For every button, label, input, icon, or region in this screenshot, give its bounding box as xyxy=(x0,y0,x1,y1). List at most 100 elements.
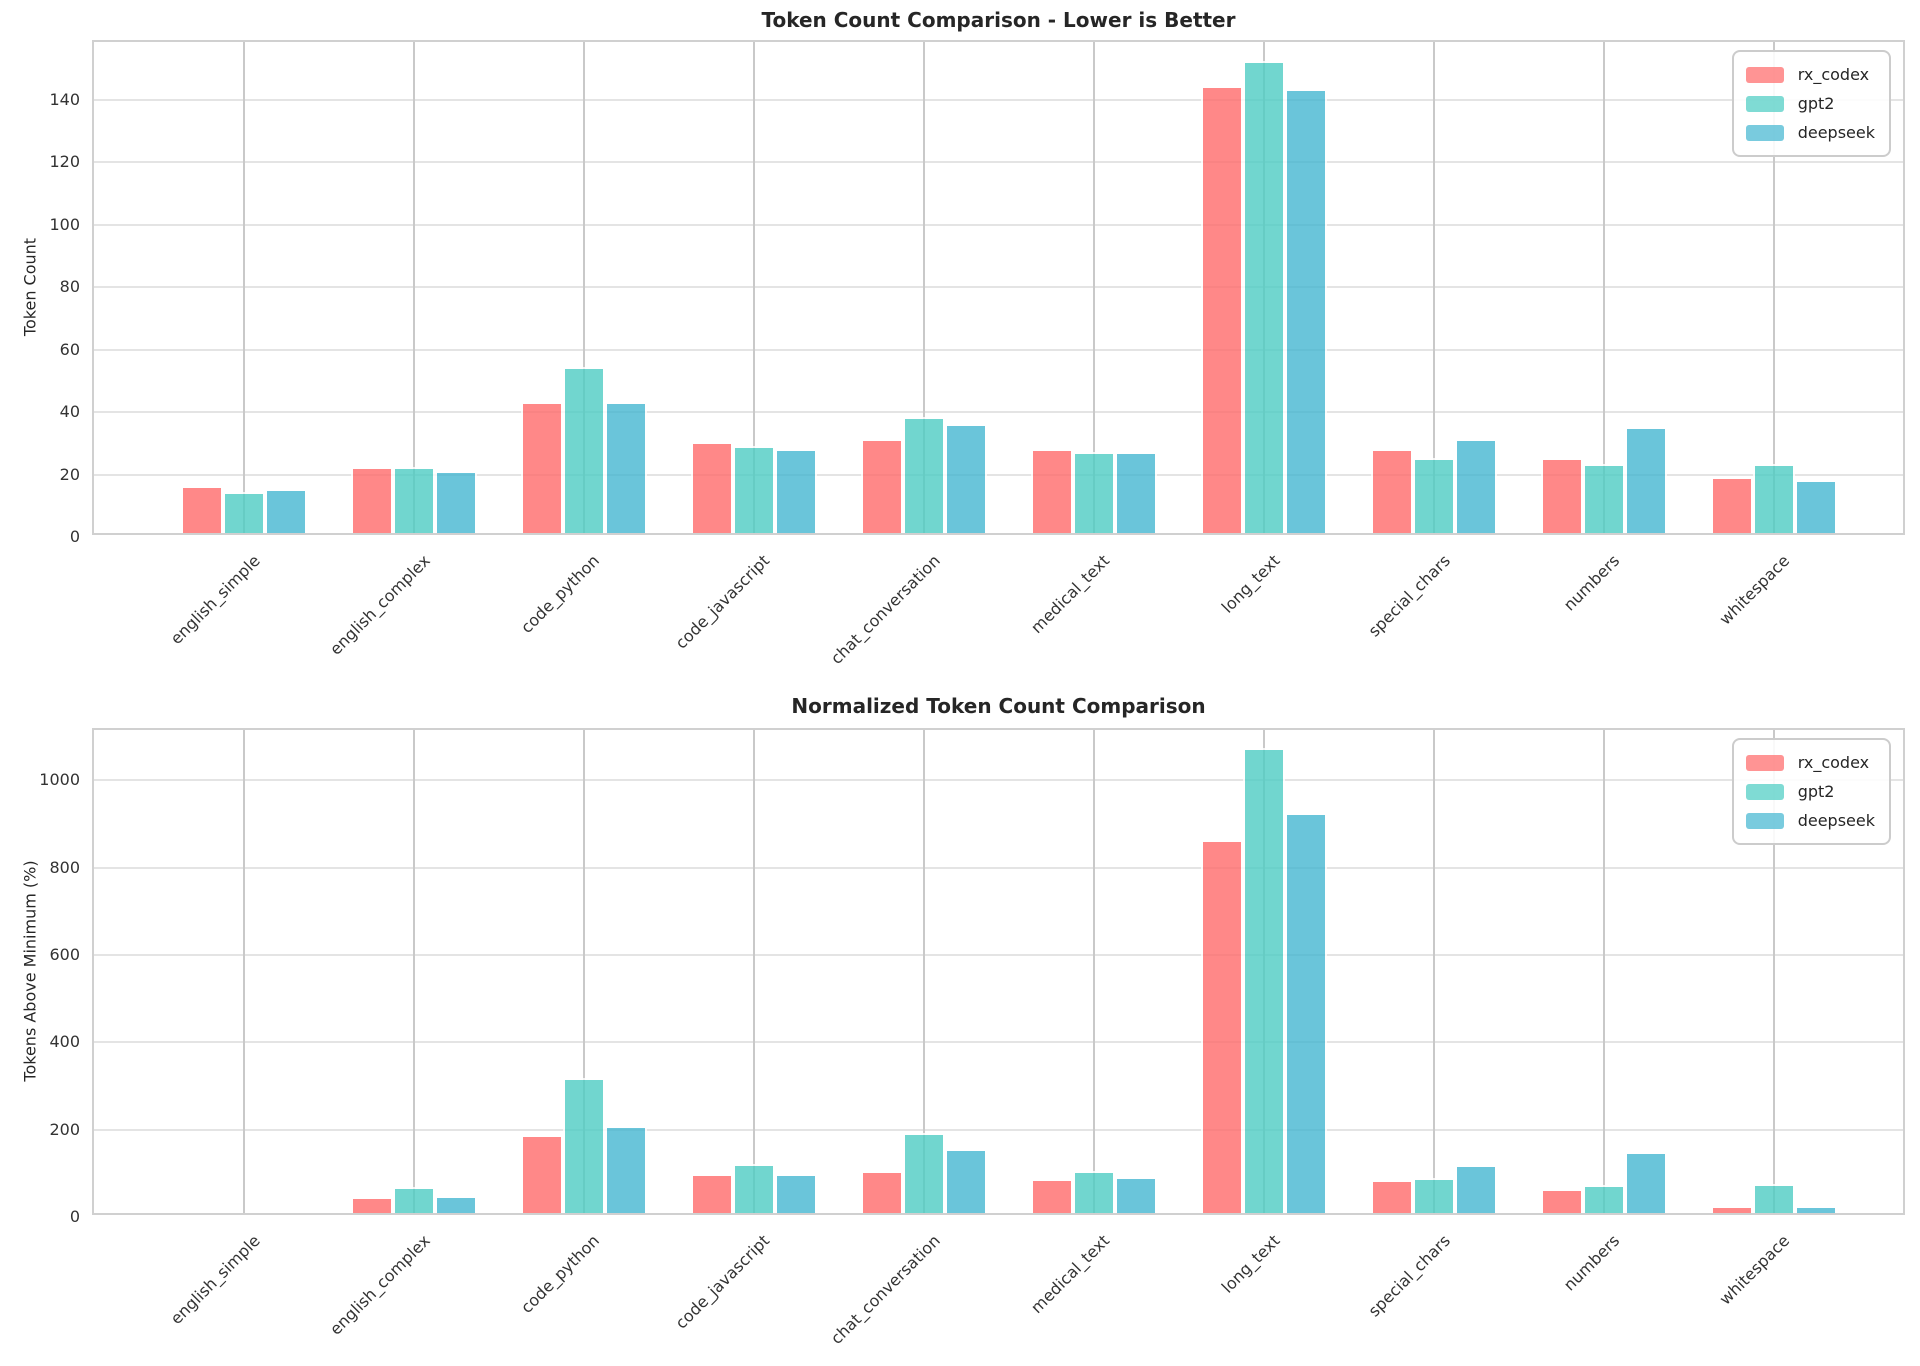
legend-label: deepseek xyxy=(1797,123,1875,142)
gridline-horizontal xyxy=(94,866,1903,869)
gridline-horizontal xyxy=(94,1128,1903,1131)
bar-gpt2 xyxy=(1243,61,1285,533)
bar-gpt2 xyxy=(1753,1184,1795,1213)
bar-gpt2 xyxy=(1073,451,1115,533)
x-tick-label: english_complex xyxy=(325,551,434,659)
chart2-title: Normalized Token Count Comparison xyxy=(791,694,1206,718)
bar-rx_codex xyxy=(1541,1188,1583,1213)
bar-gpt2 xyxy=(1413,458,1455,533)
chart2-plot-area: 0 200 400 600 800 1000 english_simple english_c… xyxy=(39,728,1905,1348)
x-tick-label: english_simple xyxy=(166,551,264,649)
bar-deepseek xyxy=(265,489,307,533)
bar-gpt2 xyxy=(733,445,775,533)
bar-rx_codex xyxy=(1201,839,1243,1213)
legend-item-deepseek: deepseek xyxy=(1745,806,1875,835)
legend-color-patch xyxy=(1745,124,1784,141)
x-tick-label: english_simple xyxy=(166,1231,264,1329)
legend-item-rx_codex: rx_codex xyxy=(1745,60,1875,89)
bar-deepseek xyxy=(1795,479,1837,533)
bar-deepseek xyxy=(605,401,647,533)
bar-gpt2 xyxy=(393,467,435,533)
legend-item-gpt2: gpt2 xyxy=(1745,777,1875,806)
x-tick-label: chat_conversation xyxy=(826,551,944,668)
legend-label: rx_codex xyxy=(1797,65,1870,84)
bar-deepseek xyxy=(775,1173,817,1213)
gridline-vertical xyxy=(753,730,755,1213)
bar-rx_codex xyxy=(1711,1206,1753,1213)
bar-deepseek xyxy=(435,1195,477,1213)
bar-rx_codex xyxy=(1371,448,1413,533)
x-tick-label: code_python xyxy=(517,1231,604,1317)
bar-rx_codex xyxy=(351,1197,393,1213)
bar-rx_codex xyxy=(861,439,903,533)
gridline-vertical xyxy=(1603,42,1605,533)
bar-gpt2 xyxy=(1073,1170,1115,1213)
x-tick-label: medical_text xyxy=(1027,551,1114,638)
gridline-horizontal xyxy=(94,473,1903,476)
bar-gpt2 xyxy=(903,417,945,533)
bar-deepseek xyxy=(605,1126,647,1213)
x-tick-label: special_chars xyxy=(1363,1231,1454,1321)
bar-gpt2 xyxy=(733,1163,775,1213)
gridline-vertical xyxy=(753,42,755,533)
y-tick-label: 60 xyxy=(59,339,80,359)
x-tick-label: long_text xyxy=(1217,1231,1284,1297)
legend-item-gpt2: gpt2 xyxy=(1745,89,1875,118)
legend-item-deepseek: deepseek xyxy=(1745,118,1875,147)
x-tick-label: numbers xyxy=(1559,551,1624,615)
gridline-horizontal xyxy=(94,286,1903,288)
bar-deepseek xyxy=(775,448,817,533)
y-tick-label: 200 xyxy=(49,1119,80,1139)
legend-color-patch xyxy=(1745,783,1784,800)
bar-rx_codex xyxy=(351,467,393,533)
y-tick-label: 400 xyxy=(49,1032,80,1052)
y-tick-label: 120 xyxy=(49,152,80,171)
bar-deepseek xyxy=(1625,426,1667,533)
bar-rx_codex xyxy=(861,1170,903,1213)
gridline-vertical xyxy=(1433,42,1435,533)
bar-gpt2 xyxy=(223,492,265,533)
bar-deepseek xyxy=(1285,89,1327,533)
bar-rx_codex xyxy=(691,1173,733,1213)
bar-deepseek xyxy=(1115,1177,1157,1213)
bar-deepseek xyxy=(1285,813,1327,1213)
y-tick-label: 0 xyxy=(69,527,80,546)
bar-deepseek xyxy=(945,1148,987,1213)
bar-deepseek xyxy=(1455,439,1497,533)
bar-gpt2 xyxy=(393,1186,435,1213)
x-tick-label: english_complex xyxy=(325,1231,434,1339)
legend-color-patch xyxy=(1745,95,1784,112)
bar-rx_codex xyxy=(521,1135,563,1213)
gridline-vertical xyxy=(923,730,925,1213)
y-tick-label: 140 xyxy=(49,89,80,109)
gridline-horizontal xyxy=(94,953,1903,956)
y-tick-label: 800 xyxy=(49,857,80,877)
gridline-horizontal xyxy=(94,223,1903,226)
gridline-horizontal xyxy=(94,1041,1903,1044)
x-tick-label: chat_conversation xyxy=(826,1231,944,1348)
legend-item-rx_codex: rx_codex xyxy=(1745,748,1875,777)
bar-deepseek xyxy=(1625,1151,1667,1213)
chart1-title: Token Count Comparison - Lower is Better xyxy=(761,8,1236,32)
x-tick-label: code_python xyxy=(517,551,604,637)
gridline-horizontal xyxy=(94,161,1903,163)
gridline-vertical xyxy=(1093,730,1095,1213)
bar-deepseek xyxy=(945,423,987,533)
bar-rx_codex xyxy=(1031,1178,1073,1213)
legend: rx_codex gpt2 deepseek xyxy=(1731,738,1891,845)
legend-color-patch xyxy=(1745,66,1784,83)
bar-gpt2 xyxy=(563,1078,605,1213)
gridline-horizontal xyxy=(94,348,1903,351)
x-tick-label: code_javascript xyxy=(671,551,774,653)
x-tick-label: special_chars xyxy=(1363,551,1454,641)
bar-rx_codex xyxy=(1541,458,1583,533)
bar-rx_codex xyxy=(1201,86,1243,533)
legend-label: gpt2 xyxy=(1797,94,1835,113)
bar-deepseek xyxy=(1115,451,1157,533)
gridline-vertical xyxy=(923,42,925,533)
chart1-plot-area: 0 20 40 60 80 100 120 140 english_simple english_… xyxy=(49,40,1905,668)
bar-rx_codex xyxy=(1711,476,1753,533)
legend: rx_codex gpt2 deepseek xyxy=(1731,50,1891,157)
gridline-vertical xyxy=(583,730,585,1213)
bar-deepseek xyxy=(1795,1206,1837,1213)
